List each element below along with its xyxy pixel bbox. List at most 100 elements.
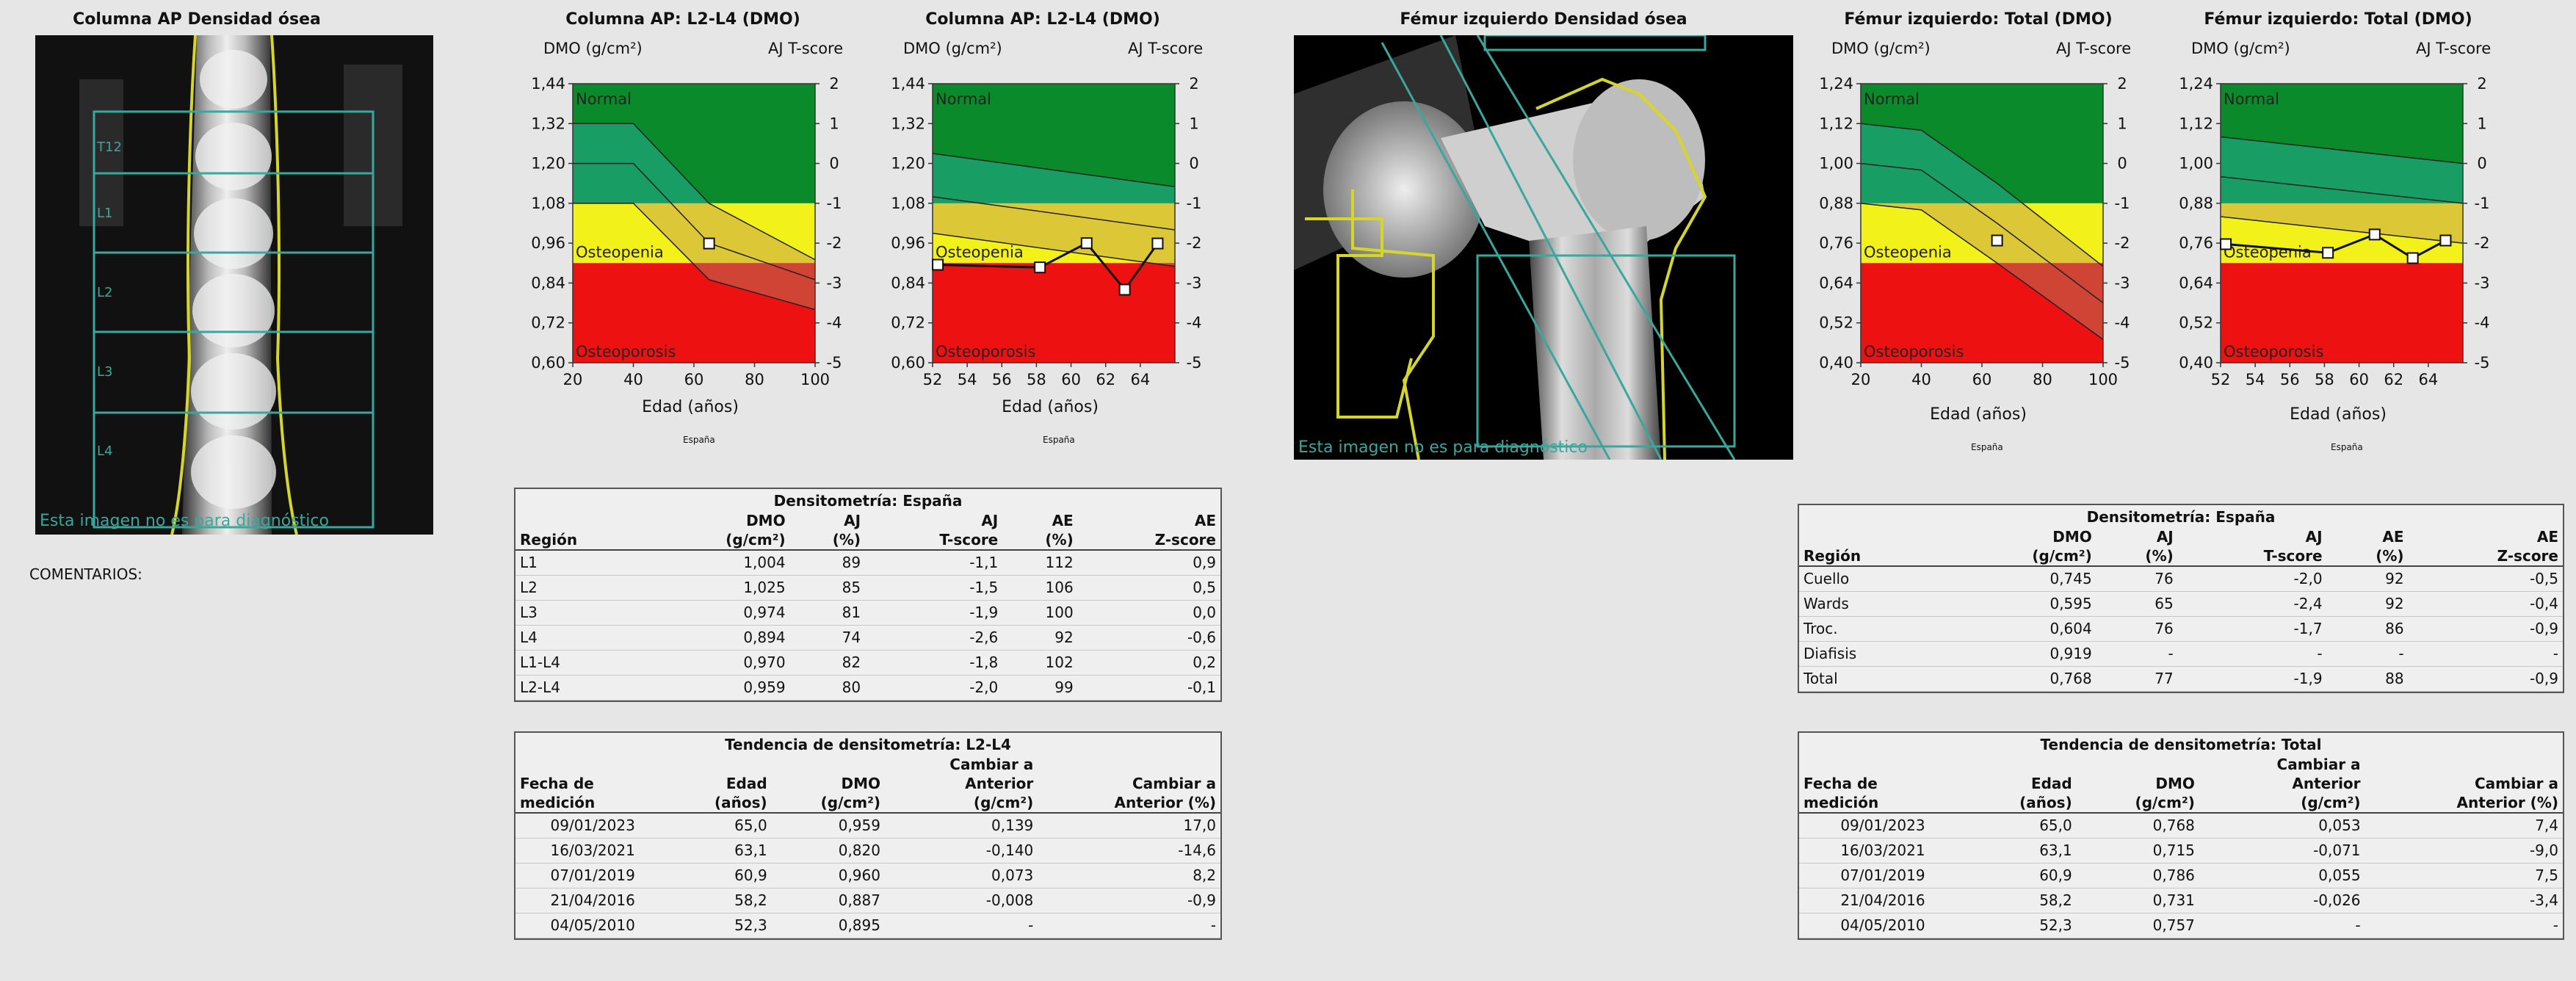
plot-frame — [2220, 83, 2464, 363]
table-cell: 0,604 — [1944, 616, 2096, 642]
zone-label-normal: Normal — [1864, 90, 1920, 108]
table-header: (g/cm²) — [884, 793, 1038, 814]
y-tick-label: 1,00 — [2179, 155, 2213, 173]
table-cell: -0,008 — [884, 888, 1038, 913]
table-cell: 0,887 — [771, 888, 885, 913]
table-header: Región — [1799, 546, 1945, 567]
table-cell: -1,9 — [2177, 666, 2327, 692]
table-cell: 65 — [2096, 591, 2178, 617]
table-header: AJ — [2156, 528, 2174, 546]
reference-line-lower — [2221, 216, 2463, 244]
reference-line-lower — [573, 203, 815, 311]
table-row: L4 0,894 74 -2,6 92 -0,6 — [515, 625, 1220, 651]
zone-label-osteopenia: Osteopenia — [936, 243, 1024, 261]
table-header: Región — [515, 530, 651, 551]
chart-plot: 0,60 0,72 0,84 0,96 1,08 1,20 1,32 1,44 -5 -4 -3 -2… — [531, 75, 842, 388]
table-cell: 0,959 — [650, 675, 790, 701]
table-cell: -2,0 — [865, 675, 1003, 701]
table-row: Troc. 0,604 76 -1,7 86 -0,9 — [1799, 616, 2563, 642]
zone-label-normal: Normal — [2224, 90, 2279, 108]
roi-label-l3: L3 — [97, 364, 112, 380]
table-cell: -0,9 — [1038, 888, 1220, 913]
y-tick-label: 1,44 — [891, 75, 925, 93]
table-cell: 0,786 — [2076, 863, 2199, 888]
table-header: Anterior (%) — [1038, 793, 1220, 814]
y-tick-label: 0,40 — [2179, 354, 2213, 372]
table-header: Anterior — [2292, 775, 2361, 792]
table-row: Diafisis 0,919- - - - — [1799, 641, 2563, 667]
y2-tick-label: 2 — [1189, 75, 1198, 93]
y-tick-label: 1,08 — [531, 195, 565, 212]
y-axis-unit: DMO (g/cm²) — [903, 40, 1002, 57]
chart-plot: 0,60 0,72 0,84 0,96 1,08 1,20 1,32 1,44 -5 -4 -3 -2… — [891, 75, 1202, 388]
reference-band — [933, 153, 1175, 203]
reference-line-mid — [573, 162, 815, 280]
x-tick-label: 58 — [2315, 371, 2334, 388]
table-cell: 92 — [2326, 566, 2409, 592]
table-row: 07/01/2019 60,9 0,786 0,055 7,5 — [1799, 863, 2563, 888]
y2-tick-label: 0 — [829, 155, 839, 173]
y-tick-label: 0,84 — [531, 274, 565, 292]
table-cell: - — [2177, 641, 2327, 667]
y2-tick-label: -5 — [827, 354, 842, 372]
table-header: (g/cm²) — [2199, 793, 2365, 814]
table-cell: 0,745 — [1944, 566, 2096, 592]
reference-band — [1861, 123, 2023, 203]
comments-label: COMENTARIOS: — [29, 565, 142, 583]
y-axis-unit: DMO (g/cm²) — [1831, 40, 1931, 57]
table-cell: -0,071 — [2199, 838, 2365, 864]
y2-tick-label: -4 — [1187, 314, 1202, 332]
table-header — [2365, 755, 2563, 774]
femur-bmd-trend-chart: Fémur izquierdo: Total (DMO) DMO (g/cm²)… — [2162, 10, 2514, 452]
chart-title: Columna AP: L2-L4 (DMO) — [565, 10, 800, 29]
y2-tick-label: 0 — [2117, 155, 2127, 173]
table-cell: 0,139 — [884, 813, 1038, 839]
table-cell: 89 — [789, 550, 866, 576]
y-tick-label: 0,52 — [2179, 314, 2213, 332]
zone-label-osteoporosis: Osteoporosis — [576, 343, 676, 361]
table-cell: 7,5 — [2365, 863, 2563, 888]
x-tick-label: 40 — [1911, 371, 1931, 388]
table-cell: 8,2 — [1038, 863, 1220, 888]
x-tick-label: 80 — [745, 371, 764, 388]
reference-line-lower — [933, 232, 1175, 267]
table-header: medición — [515, 793, 670, 814]
y-tick-label: 0,52 — [1819, 314, 1853, 332]
table-header: AJ — [2305, 528, 2323, 546]
table-row: 21/04/2016 58,2 0,731 -0,026 -3,4 — [1799, 888, 2563, 913]
table-cell: 58,2 — [1966, 888, 2077, 913]
table-cell: -1,1 — [865, 550, 1003, 576]
source-label: España — [1971, 442, 2003, 452]
table-cell: -0,026 — [2199, 888, 2365, 913]
table-cell: Total — [1799, 666, 1945, 692]
table-cell: 60,9 — [1966, 863, 2077, 888]
data-point — [2368, 228, 2381, 241]
y-tick-label: 0,88 — [2179, 195, 2213, 212]
table-cell: 0,894 — [650, 625, 790, 651]
table-cell: L3 — [515, 600, 651, 626]
table-cell: 0,959 — [771, 813, 885, 839]
table-cell: 0,960 — [771, 863, 885, 888]
table-cell: 100 — [1002, 600, 1078, 626]
x-tick-label: 80 — [2033, 371, 2052, 388]
zone-osteoporosis — [2221, 263, 2463, 363]
table-cell: -1,8 — [865, 650, 1003, 676]
x-tick-label: 64 — [2418, 371, 2438, 388]
roi-label-l1: L1 — [97, 206, 112, 221]
x-axis-label: Edad (años) — [2290, 405, 2387, 424]
table-cell: -0,5 — [2408, 566, 2563, 592]
data-point — [2220, 238, 2232, 250]
table-row: 21/04/2016 58,2 0,887 -0,008 -0,9 — [515, 888, 1220, 913]
table-cell: 52,3 — [670, 913, 772, 938]
reference-band — [933, 203, 1175, 264]
table-cell: 0,5 — [1077, 575, 1220, 601]
y-tick-label: 1,32 — [531, 115, 565, 132]
table-cell: 58,2 — [670, 888, 772, 913]
table-cell: 16/03/2021 — [1799, 838, 1967, 864]
y2-tick-label: -2 — [827, 234, 842, 252]
table-cell: 09/01/2023 — [1799, 813, 1967, 839]
data-point — [703, 237, 715, 250]
table-body: Cuello 0,745 76 -2,0 92 -0,5 Wards 0,595 65 -2,4 9… — [1799, 566, 2563, 692]
data-point — [1080, 237, 1093, 250]
table-cell: Cuello — [1799, 566, 1945, 592]
